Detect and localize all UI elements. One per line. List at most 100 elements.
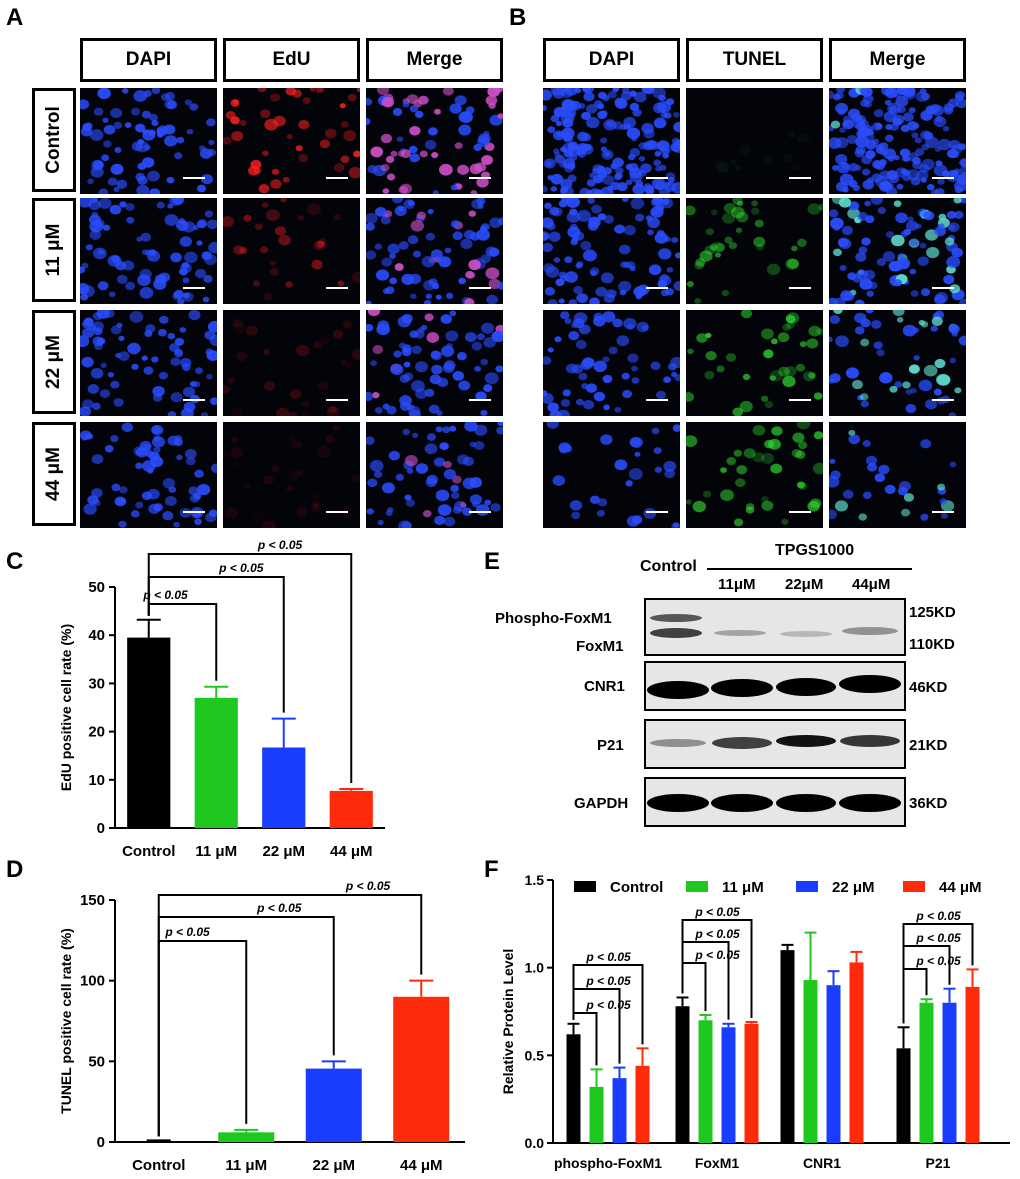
cell-nucleus: [564, 256, 573, 264]
cell-nucleus: [588, 216, 601, 228]
bar: [393, 996, 450, 1142]
cell-nucleus: [939, 498, 947, 505]
cell-nucleus: [629, 102, 640, 111]
micrograph-cells: [223, 319, 360, 416]
cell-nucleus: [149, 113, 158, 122]
cell-nucleus: [861, 237, 871, 246]
cell-nucleus: [784, 366, 797, 377]
cell-nucleus: [842, 121, 849, 128]
cell-nucleus: [580, 240, 592, 251]
cell-nucleus: [223, 385, 230, 394]
blot-group-line: [707, 568, 912, 570]
scale-bar: [789, 399, 811, 401]
cell-nucleus: [874, 161, 886, 170]
micrograph-image: [829, 198, 966, 304]
cell-nucleus: [959, 158, 966, 168]
bar: [896, 1048, 911, 1143]
bar: [675, 1006, 690, 1143]
cell-nucleus: [923, 364, 938, 377]
cell-nucleus: [908, 364, 920, 374]
micrograph-image: [80, 198, 217, 304]
cell-nucleus: [664, 236, 671, 242]
cell-nucleus: [761, 500, 774, 511]
micrograph-cells: [829, 88, 966, 194]
cell-nucleus: [608, 346, 618, 355]
cell-nucleus: [950, 170, 958, 178]
cell-nucleus: [476, 333, 485, 341]
y-axis-label: Relative Protein Level: [500, 949, 516, 1095]
cell-nucleus: [797, 238, 807, 248]
cell-nucleus: [587, 198, 595, 204]
cell-nucleus: [366, 508, 374, 515]
cell-nucleus: [897, 486, 908, 496]
cell-nucleus: [671, 236, 679, 243]
cell-nucleus: [403, 372, 414, 381]
cell-nucleus: [870, 198, 883, 205]
cell-nucleus: [895, 212, 908, 224]
cell-nucleus: [157, 328, 167, 337]
blot-strip-p21: [644, 719, 906, 769]
cell-nucleus: [798, 441, 808, 450]
cell-nucleus: [807, 500, 820, 512]
cell-nucleus: [884, 99, 892, 106]
cell-nucleus: [926, 246, 940, 259]
cell-nucleus: [937, 483, 946, 491]
cell-nucleus: [427, 208, 434, 215]
cell-nucleus: [600, 434, 613, 445]
cell-nucleus: [933, 388, 942, 396]
cell-nucleus: [92, 247, 107, 260]
cell-nucleus: [135, 141, 150, 153]
cell-nucleus: [761, 154, 775, 166]
cell-nucleus: [491, 330, 503, 343]
cell-nucleus: [589, 172, 596, 179]
cell-nucleus: [452, 370, 465, 381]
cell-nucleus: [547, 126, 556, 133]
cell-nucleus: [239, 247, 248, 255]
cell-nucleus: [938, 213, 947, 221]
micrograph-cells: [543, 88, 680, 194]
cell-nucleus: [912, 327, 920, 334]
cell-nucleus: [914, 148, 925, 156]
cell-nucleus: [398, 185, 409, 194]
micrograph-cells: [546, 422, 680, 528]
blot-lane-22um: 22μM: [785, 576, 824, 593]
cell-nucleus: [902, 324, 917, 337]
cell-nucleus: [296, 507, 307, 517]
cell-nucleus: [621, 88, 630, 94]
cell-nucleus: [195, 367, 203, 374]
scale-bar: [646, 399, 668, 401]
blot-label-p21: P21: [597, 737, 624, 754]
cell-nucleus: [468, 210, 476, 217]
cell-nucleus: [133, 90, 148, 102]
cell-nucleus: [627, 353, 639, 363]
cell-nucleus: [839, 127, 846, 133]
cell-nucleus: [834, 500, 848, 512]
cell-nucleus: [589, 297, 600, 304]
cell-nucleus: [230, 447, 244, 459]
cell-nucleus: [402, 101, 410, 108]
cell-nucleus: [178, 218, 186, 225]
cell-nucleus: [122, 88, 129, 94]
bar: [744, 1023, 759, 1143]
cell-nucleus: [949, 461, 957, 468]
cell-nucleus: [902, 381, 911, 389]
cell-nucleus: [571, 511, 581, 520]
cell-nucleus: [121, 422, 134, 433]
cell-nucleus: [770, 338, 778, 345]
cell-nucleus: [107, 177, 118, 186]
cell-nucleus: [142, 460, 156, 472]
cell-nucleus: [917, 208, 928, 217]
cell-nucleus: [265, 209, 280, 221]
cell-nucleus: [686, 435, 698, 447]
row-label-text: 44 μM: [43, 447, 64, 501]
cell-nucleus: [109, 204, 122, 215]
cell-nucleus: [623, 261, 632, 269]
cell-nucleus: [891, 234, 905, 247]
cell-nucleus: [855, 135, 869, 148]
cell-nucleus: [576, 293, 588, 304]
cell-nucleus: [848, 108, 861, 119]
cell-nucleus: [761, 328, 774, 340]
cell-nucleus: [636, 321, 649, 333]
x-tick-label: 11 μM: [195, 843, 237, 860]
bar: [612, 1078, 627, 1143]
